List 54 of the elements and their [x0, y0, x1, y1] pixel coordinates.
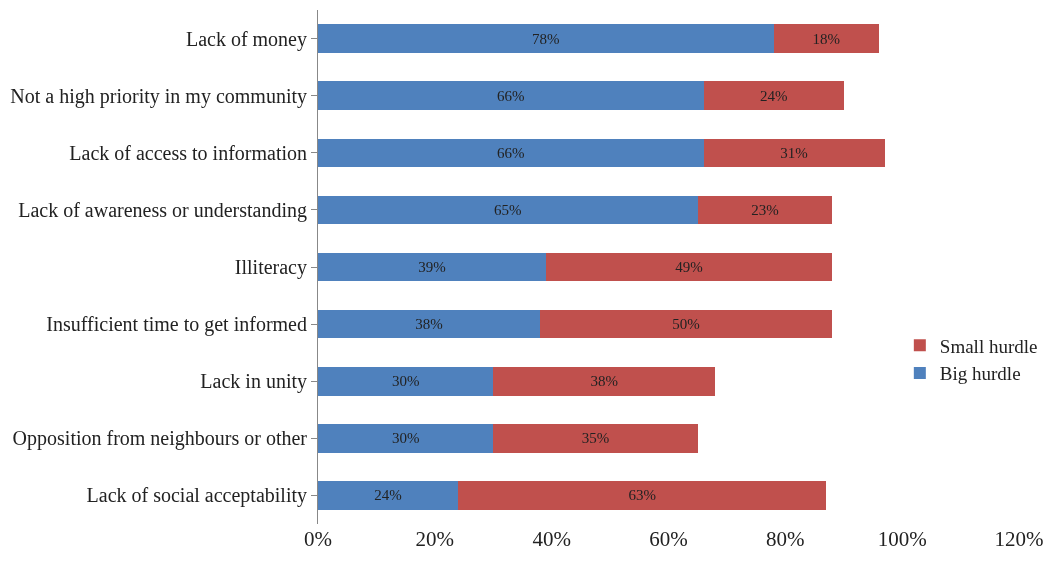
bar [539, 309, 833, 339]
data-label: 30% [391, 430, 420, 447]
bar [318, 81, 704, 110]
y-tick-label: Not a high priority in my community [10, 84, 307, 108]
bar [703, 138, 885, 168]
bar [545, 252, 833, 282]
y-tick-label: Lack in unity [200, 370, 307, 394]
bar [318, 138, 704, 168]
data-label: 39% [418, 259, 446, 275]
data-label: 65% [494, 201, 522, 218]
data-label: 38% [415, 316, 443, 333]
bar [318, 424, 494, 453]
bar [697, 195, 833, 225]
bar [773, 24, 879, 53]
y-tick-label: Opposition from neighbours or other [12, 427, 308, 451]
x-tick-label: 120% [994, 527, 1044, 551]
x-tick-label: 100% [877, 527, 927, 551]
data-label: 30% [391, 373, 420, 390]
data-label: 18% [812, 30, 840, 47]
bar [493, 424, 698, 453]
y-tick-label: Lack of access to information [69, 141, 307, 164]
data-label: 78% [532, 30, 560, 47]
data-label: 38% [590, 373, 618, 390]
data-label: 23% [751, 201, 779, 218]
x-tick-label: 0% [304, 527, 332, 551]
data-label: 49% [675, 259, 703, 275]
bar [318, 481, 459, 510]
bar [318, 24, 774, 53]
data-label: 35% [581, 430, 610, 447]
x-tick-label: 20% [415, 527, 455, 551]
bar [493, 366, 716, 396]
bar [703, 81, 844, 110]
y-tick-label: Illiteracy [234, 256, 307, 279]
bar [318, 309, 540, 339]
x-tick-label: 60% [649, 527, 688, 551]
data-label: 66% [497, 87, 525, 104]
bar [318, 366, 494, 396]
data-label: 63% [628, 487, 656, 504]
data-label: 50% [672, 316, 700, 333]
x-tick-label: 80% [766, 527, 805, 551]
legend-label: Small hurdle [939, 335, 1038, 357]
data-label: 66% [497, 144, 525, 161]
data-label: 31% [780, 144, 808, 161]
bar [458, 481, 827, 510]
y-tick-label: Lack of awareness or understanding [18, 198, 307, 222]
data-label: 24% [759, 87, 788, 104]
data-label: 24% [374, 487, 402, 504]
x-tick-label: 40% [532, 527, 571, 551]
y-tick-label: Insufficient time to get informed [46, 313, 307, 337]
legend-label: Big hurdle [939, 363, 1021, 385]
y-tick-label: Lack of money [185, 27, 307, 51]
y-tick-label: Lack of social acceptability [86, 484, 307, 508]
bar [318, 252, 546, 282]
bar [318, 195, 698, 225]
